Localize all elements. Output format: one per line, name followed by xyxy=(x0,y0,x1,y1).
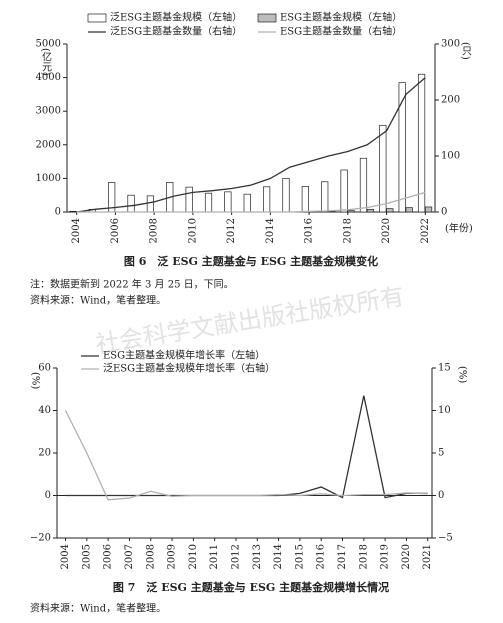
x-tick-label: 2005 xyxy=(81,544,92,569)
bar xyxy=(424,206,433,213)
y-tick-label: 20 xyxy=(38,448,51,459)
x-tick-label: 2013 xyxy=(252,544,263,569)
x-tick-label: 2012 xyxy=(226,218,237,243)
y-axis-unit: (亿元) xyxy=(40,48,52,76)
x-tick-label: 2009 xyxy=(167,544,178,569)
source: 资料来源：Wind，笔者整理。 xyxy=(30,602,166,615)
y-tick-label: 0 xyxy=(438,490,444,501)
bar xyxy=(321,181,329,213)
y-tick-label: 5000 xyxy=(36,39,61,50)
bar xyxy=(185,186,193,213)
line xyxy=(64,410,428,501)
x-tick-label: 2020 xyxy=(401,544,412,569)
x-tick-label: 2004 xyxy=(60,544,71,569)
bar xyxy=(224,191,232,213)
bar xyxy=(69,210,77,213)
x-tick-label: 2016 xyxy=(304,218,315,243)
y2-axis-unit: (只) xyxy=(460,42,472,60)
x-tick-label: 2021 xyxy=(422,544,433,569)
watermark: 社会科学文献出版社版权所有 xyxy=(93,282,406,358)
bar xyxy=(282,178,290,213)
x-tick-label: 2018 xyxy=(342,218,353,243)
x-tick-label: 2019 xyxy=(380,544,391,569)
y-tick-label: 0 xyxy=(45,490,51,501)
bar xyxy=(347,210,355,213)
y-tick-label: 15 xyxy=(438,363,451,374)
legend-label: 泛ESG主题基金数量（右轴） xyxy=(110,25,242,38)
bar xyxy=(359,157,368,213)
x-tick-label: 2010 xyxy=(188,544,199,569)
line xyxy=(76,191,426,213)
y-tick-label: 100 xyxy=(441,151,460,162)
bar xyxy=(386,208,394,213)
figure-caption: 图 7 泛 ESG 主题基金与 ESG 主题基金规模增长情况 xyxy=(113,580,389,594)
figure-caption: 图 6 泛 ESG 主题基金与 ESG 主题基金规模变化 xyxy=(124,254,378,268)
legend-label: 泛ESG主题基金规模（左轴） xyxy=(110,11,242,24)
y-tick-label: 0 xyxy=(441,207,447,218)
x-tick-label: 2011 xyxy=(209,544,220,569)
y-tick-label: 40 xyxy=(38,405,51,416)
bar xyxy=(301,186,309,213)
x-tick-label: 2012 xyxy=(230,544,241,569)
x-tick-label: 2007 xyxy=(124,544,135,569)
y-tick-label: 200 xyxy=(441,95,460,106)
bar xyxy=(243,193,251,213)
y-tick-label: 10 xyxy=(438,405,451,416)
x-tick-label: 2020 xyxy=(381,218,392,243)
legend-label: ESG主题基金规模年增长率（左轴） xyxy=(103,349,265,362)
x-tick-label: 2004 xyxy=(71,218,82,243)
y-tick-label: −20 xyxy=(30,533,51,544)
bar xyxy=(340,169,348,213)
y-tick-label: 4000 xyxy=(36,72,61,83)
bar xyxy=(127,194,135,213)
y2-axis-unit: (%) xyxy=(457,366,468,383)
y-tick-label: 3000 xyxy=(36,106,61,117)
legend-label: 泛ESG主题基金规模年增长率（右轴） xyxy=(103,362,275,375)
legend-label: ESG主题基金规模（左轴） xyxy=(280,11,402,24)
x-tick-label: 2014 xyxy=(265,218,276,243)
x-axis-label: (年份) xyxy=(445,222,473,235)
y-tick-label: 5 xyxy=(438,448,444,459)
bar xyxy=(366,208,375,213)
y-tick-label: 0 xyxy=(55,207,61,218)
x-tick-label: 2010 xyxy=(187,218,198,243)
bar xyxy=(204,192,213,213)
bar xyxy=(398,82,406,213)
legend-swatch xyxy=(87,13,107,23)
x-tick-label: 2008 xyxy=(149,218,160,243)
source: 资料来源：Wind，笔者整理。 xyxy=(30,294,166,307)
x-tick-label: 2006 xyxy=(103,544,114,569)
legend-label: ESG主题基金数量（右轴） xyxy=(280,25,402,38)
y-tick-label: −5 xyxy=(438,533,453,544)
x-tick-label: 2014 xyxy=(273,544,284,569)
bar xyxy=(417,73,426,213)
y-tick-label: 2000 xyxy=(36,139,61,150)
y-tick-label: 300 xyxy=(441,39,460,50)
x-tick-label: 2022 xyxy=(420,218,431,243)
line xyxy=(65,395,428,499)
x-tick-label: 2006 xyxy=(110,218,121,243)
y-tick-label: 60 xyxy=(38,363,51,374)
bar xyxy=(405,207,413,213)
line xyxy=(76,77,426,213)
x-tick-label: 2017 xyxy=(337,544,348,569)
legend-swatch xyxy=(257,13,277,23)
x-tick-label: 2018 xyxy=(358,544,369,569)
bar xyxy=(146,195,155,213)
y-axis-unit: (%) xyxy=(30,372,41,389)
y-tick-label: 1000 xyxy=(36,173,61,184)
x-tick-label: 2016 xyxy=(316,544,327,569)
x-tick-label: 2015 xyxy=(294,544,305,569)
bar xyxy=(263,186,271,213)
x-tick-label: 2008 xyxy=(145,544,156,569)
bar xyxy=(379,124,387,213)
note: 注：数据更新到 2022 年 3 月 25 日，下同。 xyxy=(30,278,234,291)
